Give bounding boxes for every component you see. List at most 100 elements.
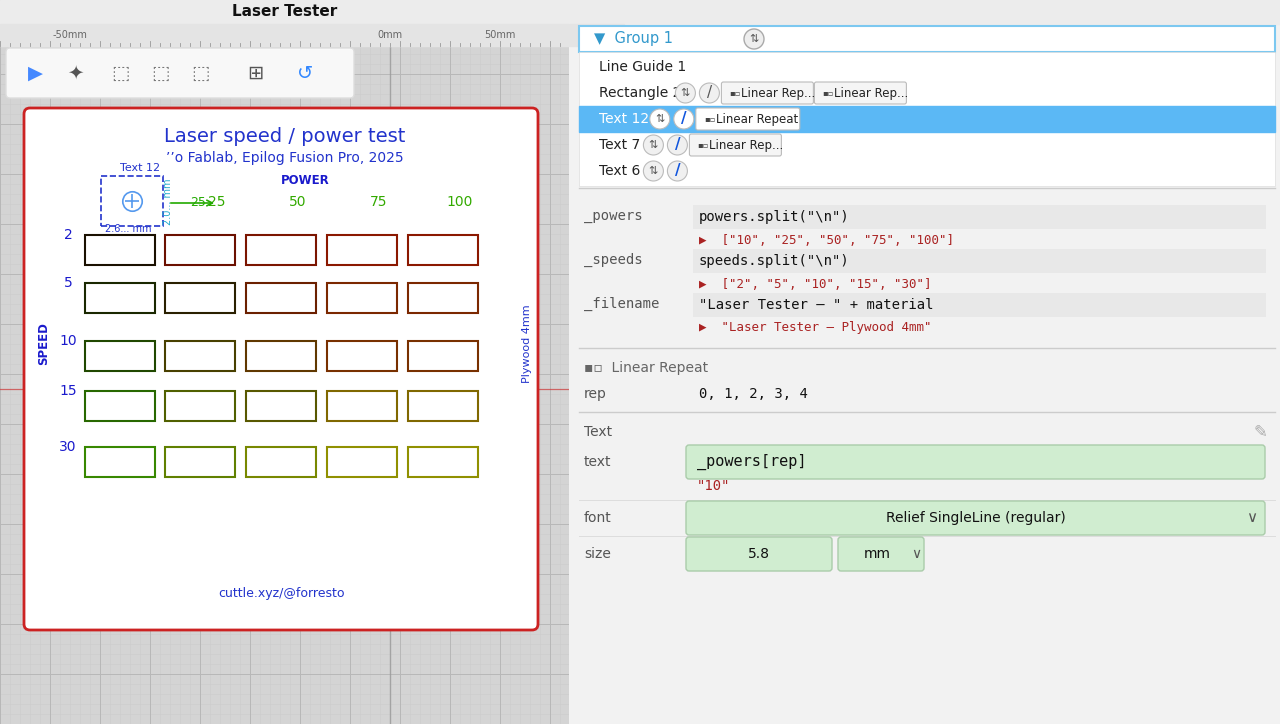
Text: ▶  ["10", "25", "50", "75", "100"]: ▶ ["10", "25", "50", "75", "100"] (699, 234, 954, 246)
Bar (246, 235, 316, 265)
Text: ⬚: ⬚ (111, 64, 129, 83)
Bar (84, 283, 155, 313)
Bar (246, 447, 316, 477)
Circle shape (650, 109, 669, 129)
Text: 50mm: 50mm (484, 30, 516, 40)
Text: Linear Rep...: Linear Rep... (741, 86, 815, 99)
Bar (165, 391, 236, 421)
Bar (326, 447, 397, 477)
Text: _powers: _powers (584, 209, 643, 223)
Circle shape (667, 161, 687, 181)
Text: ’’o Fablab, Epilog Fusion Pro, 2025: ’’o Fablab, Epilog Fusion Pro, 2025 (166, 151, 403, 165)
Text: /: / (675, 164, 680, 179)
Bar (408, 235, 477, 265)
Bar (579, 106, 1275, 132)
Text: mm: mm (864, 547, 891, 561)
Text: ↺: ↺ (297, 64, 314, 83)
Bar (84, 341, 155, 371)
Circle shape (744, 29, 764, 49)
Text: 75: 75 (370, 195, 388, 209)
Text: _filename: _filename (584, 297, 659, 311)
Text: ⇅: ⇅ (681, 88, 690, 98)
Circle shape (699, 83, 719, 103)
Text: Laser speed / power test: Laser speed / power test (164, 127, 406, 146)
Text: SPEED: SPEED (37, 323, 50, 366)
FancyBboxPatch shape (6, 48, 355, 98)
Circle shape (676, 83, 695, 103)
Text: ⬚: ⬚ (151, 64, 169, 83)
FancyBboxPatch shape (692, 293, 1266, 317)
Bar (246, 341, 316, 371)
Text: Text: Text (584, 425, 612, 439)
Text: text: text (584, 455, 612, 469)
Bar (326, 283, 397, 313)
Text: ▶: ▶ (27, 64, 42, 83)
Text: Relief SingleLine (regular): Relief SingleLine (regular) (886, 511, 1065, 525)
FancyBboxPatch shape (692, 205, 1266, 229)
Text: 50mm: 50mm (579, 30, 609, 40)
Text: Line Guide 1: Line Guide 1 (599, 60, 686, 74)
FancyBboxPatch shape (686, 445, 1265, 479)
Text: size: size (584, 547, 611, 561)
Text: Text 12: Text 12 (120, 163, 160, 173)
Bar (165, 283, 236, 313)
Text: Text 6: Text 6 (599, 164, 640, 178)
Text: 100: 100 (447, 195, 474, 209)
Text: Plywood 4mm: Plywood 4mm (522, 305, 532, 383)
Text: powers.split("\n"): powers.split("\n") (699, 210, 850, 224)
Bar (579, 52, 1275, 186)
Text: 5: 5 (64, 276, 73, 290)
Text: /: / (675, 138, 680, 153)
Bar (408, 447, 477, 477)
FancyBboxPatch shape (838, 537, 924, 571)
Text: ⇅: ⇅ (649, 166, 658, 176)
Text: Text 12: Text 12 (599, 112, 649, 126)
Text: 2.6... mm: 2.6... mm (105, 224, 151, 234)
Bar (246, 283, 316, 313)
Text: 10: 10 (59, 334, 77, 348)
Text: POWER: POWER (280, 174, 329, 187)
Circle shape (644, 135, 663, 155)
Text: ▪▫  Linear Repeat: ▪▫ Linear Repeat (584, 361, 708, 375)
Text: /: / (707, 85, 712, 101)
Text: 0, 1, 2, 3, 4: 0, 1, 2, 3, 4 (699, 387, 808, 401)
Circle shape (644, 161, 663, 181)
Text: 2.0... mm: 2.0... mm (163, 179, 173, 225)
Text: ▶  "Laser Tester – Plywood 4mm": ▶ "Laser Tester – Plywood 4mm" (699, 321, 932, 334)
Text: ▪▫: ▪▫ (704, 114, 716, 124)
Bar (326, 341, 397, 371)
Text: ▪▫: ▪▫ (730, 88, 741, 98)
Text: Rectangle 2: Rectangle 2 (599, 86, 681, 100)
Text: speeds.split("\n"): speeds.split("\n") (699, 254, 850, 268)
Text: ⬚: ⬚ (191, 64, 209, 83)
Text: font: font (584, 511, 612, 525)
Text: ✎: ✎ (1253, 423, 1267, 441)
Bar (84, 447, 155, 477)
Bar (570, 0, 1280, 24)
Text: ⇅: ⇅ (749, 34, 759, 44)
Text: ▼  Group 1: ▼ Group 1 (594, 32, 673, 46)
Bar (84, 391, 155, 421)
Text: "10": "10" (698, 479, 731, 493)
Text: _powers[rep]: _powers[rep] (698, 454, 806, 470)
Text: ⊞: ⊞ (247, 64, 264, 83)
Text: Linear Rep...: Linear Rep... (835, 86, 909, 99)
Text: Linear Rep...: Linear Rep... (709, 138, 783, 151)
Bar (165, 447, 236, 477)
Text: 30: 30 (59, 440, 77, 454)
FancyBboxPatch shape (814, 82, 906, 104)
Text: ▪▫: ▪▫ (823, 88, 833, 98)
FancyBboxPatch shape (690, 134, 781, 156)
Text: ⇅: ⇅ (649, 140, 658, 150)
Text: 25: 25 (189, 196, 206, 209)
Text: 5.8: 5.8 (748, 547, 771, 561)
Text: ⇅: ⇅ (655, 114, 664, 124)
Bar (165, 341, 236, 371)
Circle shape (673, 109, 694, 129)
Text: /: / (681, 111, 686, 127)
Bar (570, 24, 625, 46)
FancyBboxPatch shape (686, 537, 832, 571)
Circle shape (667, 135, 687, 155)
Text: ∨: ∨ (1247, 510, 1257, 526)
Text: 25: 25 (209, 195, 225, 209)
